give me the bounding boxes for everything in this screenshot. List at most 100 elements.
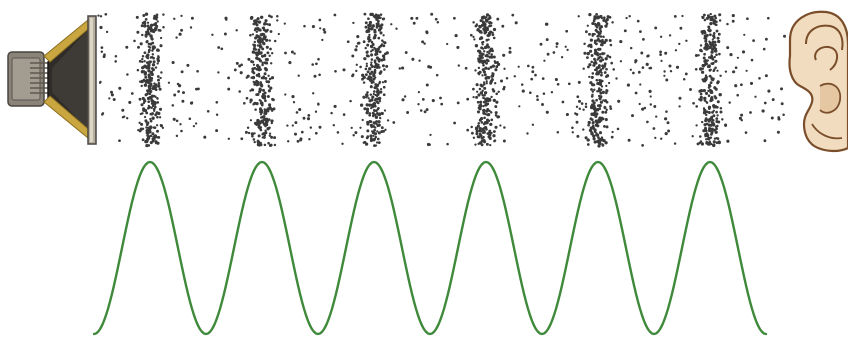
air-particle <box>566 48 569 52</box>
air-particle <box>715 141 719 144</box>
air-particle <box>567 82 571 86</box>
air-particle <box>719 106 723 110</box>
air-particle <box>474 69 477 72</box>
air-particle <box>489 24 493 27</box>
air-particle <box>578 107 582 110</box>
air-particle <box>717 140 721 144</box>
air-particle <box>476 124 480 128</box>
air-particle <box>479 100 483 104</box>
air-particle <box>479 91 484 95</box>
air-particle <box>261 95 264 98</box>
air-particle <box>157 84 161 88</box>
air-particle <box>603 52 606 55</box>
air-particle <box>385 51 389 55</box>
air-particle <box>478 24 482 28</box>
air-particle <box>744 131 748 134</box>
air-particle <box>118 86 122 90</box>
air-particle <box>486 45 490 49</box>
air-particle <box>156 129 159 133</box>
air-particle <box>259 59 262 63</box>
air-particle <box>190 16 194 20</box>
air-particle <box>153 23 157 26</box>
air-particle <box>593 32 596 36</box>
air-particle <box>639 30 642 33</box>
air-particle <box>195 87 198 91</box>
air-particle <box>711 57 714 60</box>
air-particle <box>752 39 755 42</box>
air-particle <box>380 126 384 130</box>
air-particle <box>648 89 652 93</box>
air-particle <box>481 24 484 27</box>
air-particle <box>309 126 313 129</box>
air-particle <box>481 74 484 77</box>
air-particle <box>375 109 378 113</box>
air-particle <box>286 140 290 143</box>
air-particle <box>146 89 150 93</box>
air-particle <box>575 120 579 124</box>
air-particle <box>591 72 595 75</box>
air-particle <box>257 124 261 127</box>
air-particle <box>490 118 494 122</box>
air-particle <box>377 19 380 23</box>
air-particle <box>719 110 723 114</box>
air-particle <box>104 12 108 16</box>
air-particle <box>286 124 289 127</box>
air-particle <box>550 91 554 94</box>
air-particle <box>587 120 591 125</box>
air-particle <box>259 81 263 84</box>
air-particle <box>173 93 177 97</box>
air-particle <box>352 21 355 25</box>
air-particle <box>605 84 608 88</box>
air-particle <box>259 128 263 132</box>
air-particle <box>192 124 196 128</box>
air-particle <box>155 124 159 127</box>
air-particle <box>475 132 479 136</box>
air-particle <box>375 141 379 144</box>
air-particle <box>674 49 678 52</box>
air-particle <box>707 107 711 110</box>
air-particle <box>359 65 362 69</box>
air-particle <box>469 33 473 37</box>
air-particle <box>584 136 588 140</box>
air-particle <box>699 44 703 47</box>
air-particle <box>299 137 303 141</box>
air-particle <box>147 42 151 46</box>
air-particle <box>593 48 598 52</box>
air-particle <box>147 128 151 132</box>
air-particle <box>481 41 484 44</box>
air-particle <box>259 52 262 55</box>
air-particle <box>303 24 306 28</box>
air-particle <box>152 56 155 60</box>
air-particle <box>631 114 634 118</box>
air-particle <box>606 54 610 58</box>
air-particle <box>709 21 713 26</box>
air-particle <box>314 110 318 113</box>
air-particle <box>266 51 270 55</box>
air-particle <box>295 111 299 114</box>
air-particle <box>483 73 487 77</box>
air-particle <box>586 138 590 142</box>
air-particle <box>376 22 380 26</box>
air-particle <box>255 30 259 34</box>
air-particle <box>151 67 154 70</box>
air-particle <box>592 64 595 67</box>
air-particle <box>268 14 271 18</box>
air-particle <box>266 95 270 98</box>
air-particle <box>713 49 718 53</box>
air-particle <box>589 38 594 42</box>
air-particle <box>476 135 480 139</box>
air-particle <box>258 20 261 24</box>
air-particle <box>712 140 716 144</box>
air-particle <box>598 131 603 135</box>
air-particle <box>268 134 271 137</box>
air-particle <box>596 82 599 85</box>
air-particle <box>564 45 567 48</box>
air-particle <box>371 43 375 46</box>
air-particle <box>263 117 267 121</box>
air-particle <box>584 102 588 106</box>
air-particle <box>611 21 614 24</box>
air-particle <box>382 40 385 44</box>
air-particle <box>372 121 376 125</box>
air-particle <box>381 64 385 68</box>
air-particle <box>312 92 315 95</box>
